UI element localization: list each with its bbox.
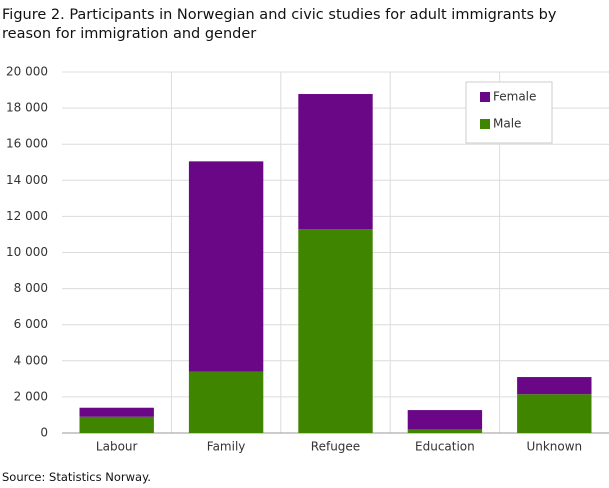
source: Source: Statistics Norway. — [2, 470, 151, 484]
x-tick-label: Unknown — [526, 440, 582, 454]
y-tick-label: 10 000 — [6, 245, 48, 259]
legend-swatch — [480, 92, 490, 102]
y-tick-label: 18 000 — [6, 101, 48, 115]
bar-segment — [298, 94, 373, 230]
bar-segment — [188, 161, 264, 372]
y-tick-label: 0 — [40, 426, 48, 440]
bar-segment — [407, 429, 483, 433]
x-tick-label: Family — [207, 440, 246, 454]
chart-title: Figure 2. Participants in Norwegian and … — [2, 7, 557, 42]
legend-label: Female — [493, 90, 536, 104]
y-tick-label: 12 000 — [6, 209, 48, 223]
bar-segment — [79, 416, 154, 433]
x-tick-label: Refugee — [311, 440, 360, 454]
bar-segment — [517, 377, 592, 395]
y-tick-label: 14 000 — [6, 173, 48, 187]
y-tick-label: 8 000 — [14, 281, 48, 295]
bar-segment — [188, 371, 264, 433]
y-tick-label: 2 000 — [14, 389, 48, 403]
y-tick-label: 16 000 — [6, 137, 48, 151]
bar-segment — [517, 394, 592, 433]
legend-label: Male — [493, 117, 521, 131]
y-tick-label: 6 000 — [14, 317, 48, 331]
x-tick-label: Education — [415, 440, 475, 454]
legend-swatch — [480, 119, 490, 129]
bar-segment — [298, 229, 373, 433]
bar-segment — [79, 407, 154, 417]
x-tick-label: Labour — [96, 440, 138, 454]
bar-segment — [407, 410, 483, 430]
y-tick-label: 4 000 — [14, 353, 48, 367]
y-tick-label: 20 000 — [6, 65, 48, 79]
